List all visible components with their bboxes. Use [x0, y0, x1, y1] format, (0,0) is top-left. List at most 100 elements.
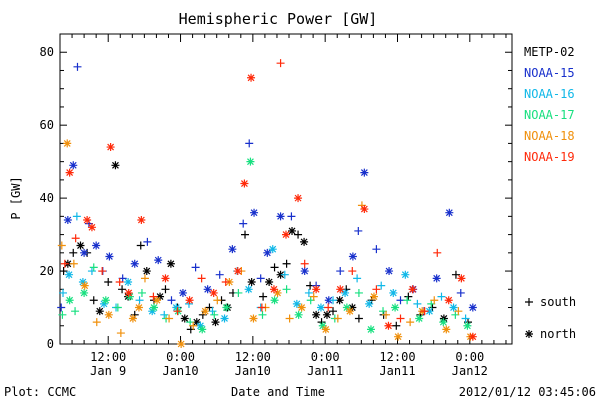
data-point-south [354, 288, 363, 297]
data-point-south [259, 292, 268, 301]
data-point-south [57, 241, 66, 250]
x-tick-date-label: Jan 9 [90, 364, 126, 378]
data-point-north [87, 223, 96, 232]
y-tick-label: 0 [47, 337, 54, 351]
data-point-north [104, 310, 113, 319]
data-point-north [211, 318, 220, 327]
data-point-north [249, 314, 258, 323]
data-point-north [65, 168, 74, 177]
data-point-north [130, 259, 139, 268]
legend-entry: NOAA-16 [524, 87, 575, 101]
x-tick-time-label: 0:00 [455, 350, 484, 364]
data-point-south [372, 245, 381, 254]
data-point-north [63, 139, 72, 148]
data-point-north [432, 274, 441, 283]
data-point-north [345, 307, 354, 316]
data-point-north [300, 267, 309, 276]
data-point-south [160, 310, 169, 319]
data-point-south [256, 274, 265, 283]
data-point-north [220, 314, 229, 323]
legend-entry: NOAA-19 [524, 150, 575, 164]
data-point-south [136, 241, 145, 250]
data-point-north [463, 321, 472, 330]
data-point-south [404, 292, 413, 301]
data-point-north [348, 252, 357, 261]
data-point-north [276, 270, 285, 279]
data-point-north [166, 259, 175, 268]
data-point-north [80, 288, 89, 297]
data-point-south [437, 292, 446, 301]
data-point-south [454, 307, 463, 316]
data-point-north [83, 216, 92, 224]
data-point-south [161, 285, 170, 294]
data-point-north [348, 303, 357, 312]
data-point-south [309, 292, 318, 301]
data-point-north [366, 325, 375, 334]
x-tick-time-label: 0:00 [311, 350, 340, 364]
data-point-south [377, 281, 386, 290]
data-point-south [257, 303, 266, 312]
data-point-north [177, 340, 186, 348]
data-point-north [148, 307, 157, 316]
data-point-north [128, 314, 137, 323]
data-point-south [329, 296, 338, 305]
plot-credit: Plot: CCMC [4, 385, 76, 399]
data-point-south [208, 307, 217, 316]
data-points [57, 59, 477, 348]
data-point-south [215, 270, 224, 279]
data-point-north [247, 73, 256, 82]
data-point-south [348, 267, 357, 276]
data-point-south [118, 285, 127, 294]
data-point-south [413, 299, 422, 308]
data-point-north [321, 325, 330, 334]
y-axis-label: P [GW] [9, 176, 23, 219]
chart-title: Hemispheric Power [GW] [179, 10, 378, 28]
data-point-south [433, 248, 442, 257]
data-point-north [415, 314, 424, 323]
data-point-north [312, 310, 321, 319]
data-point-north [76, 241, 85, 250]
data-point-north [180, 314, 189, 323]
data-point-north [391, 303, 400, 312]
data-point-north [265, 278, 274, 286]
legend-entry: METP-02 [524, 45, 575, 59]
data-point-south [104, 278, 113, 286]
data-point-south [73, 62, 82, 71]
data-point-north [124, 288, 133, 297]
data-point-north [384, 321, 393, 330]
series-noaa-19 [60, 59, 477, 341]
data-point-north [365, 299, 374, 308]
plot-timestamp: 2012/01/12 03:45:06 [459, 385, 596, 399]
x-tick-time-label: 12:00 [90, 350, 126, 364]
data-point-north [201, 307, 210, 316]
data-point-south [98, 267, 107, 276]
data-point-south [287, 212, 296, 221]
data-point-south [353, 274, 362, 283]
data-point-north [95, 307, 104, 316]
data-point-north [244, 285, 253, 294]
data-point-south [221, 278, 230, 286]
data-point-south [461, 314, 470, 323]
data-point-north [316, 303, 325, 312]
data-point-north [401, 270, 410, 279]
data-point-north [294, 194, 303, 203]
data-point-north [196, 321, 205, 330]
data-point-north [69, 161, 78, 170]
data-point-south [116, 329, 125, 338]
data-point-north [425, 307, 434, 316]
data-point-north [80, 281, 89, 290]
data-point-north [276, 212, 285, 221]
data-point-south [282, 285, 291, 294]
data-point-north [360, 168, 369, 177]
data-point-south [137, 288, 146, 297]
north-symbol-icon [525, 330, 533, 338]
data-point-north [247, 278, 256, 286]
data-point-south [149, 292, 158, 301]
x-tick-time-label: 12:00 [379, 350, 415, 364]
data-point-north [449, 303, 458, 312]
data-point-south [420, 307, 429, 316]
data-point-north [111, 161, 120, 170]
hemisphere-key: south north [525, 295, 576, 341]
data-point-north [468, 332, 477, 341]
data-point-north [318, 321, 327, 330]
